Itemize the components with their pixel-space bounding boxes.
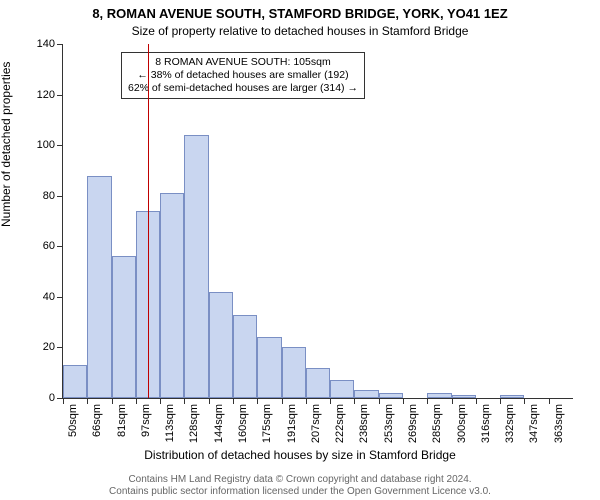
x-tick — [354, 398, 355, 404]
histogram-bar — [257, 337, 281, 398]
y-axis-label: Number of detached properties — [0, 62, 13, 227]
x-tick-label: 50sqm — [67, 404, 79, 437]
y-tick-label: 140 — [37, 38, 55, 50]
x-tick — [330, 398, 331, 404]
x-tick — [112, 398, 113, 404]
x-tick-label: 144sqm — [213, 404, 225, 443]
x-tick-label: 175sqm — [261, 404, 273, 443]
y-tick — [57, 44, 63, 45]
x-tick — [209, 398, 210, 404]
x-tick — [63, 398, 64, 404]
y-tick — [57, 297, 63, 298]
y-tick-label: 20 — [43, 341, 55, 353]
x-tick — [184, 398, 185, 404]
histogram-bar — [160, 193, 184, 398]
x-tick — [549, 398, 550, 404]
y-tick — [57, 145, 63, 146]
x-tick — [379, 398, 380, 404]
histogram-bar — [427, 393, 451, 398]
histogram-bar — [112, 256, 136, 398]
annotation-box: 8 ROMAN AVENUE SOUTH: 105sqm ← 38% of de… — [121, 52, 365, 99]
x-tick — [476, 398, 477, 404]
x-tick-label: 160sqm — [237, 404, 249, 443]
x-tick-label: 207sqm — [310, 404, 322, 443]
x-tick-label: 222sqm — [334, 404, 346, 443]
x-tick-label: 316sqm — [480, 404, 492, 443]
x-tick-label: 66sqm — [91, 404, 103, 437]
histogram-bar — [379, 393, 403, 398]
x-tick — [160, 398, 161, 404]
x-tick — [257, 398, 258, 404]
x-tick — [403, 398, 404, 404]
y-tick — [57, 246, 63, 247]
histogram-bar — [330, 380, 354, 398]
y-tick-label: 40 — [43, 291, 55, 303]
y-tick-label: 100 — [37, 139, 55, 151]
y-tick-label: 80 — [43, 190, 55, 202]
histogram-bar — [184, 135, 208, 398]
title-subtitle: Size of property relative to detached ho… — [0, 24, 600, 38]
x-tick-label: 332sqm — [504, 404, 516, 443]
histogram-bar — [452, 395, 476, 398]
histogram-bar — [354, 390, 378, 398]
x-tick — [452, 398, 453, 404]
y-tick-label: 120 — [37, 89, 55, 101]
x-tick-label: 269sqm — [407, 404, 419, 443]
x-tick-label: 81sqm — [116, 404, 128, 437]
annotation-line1: 8 ROMAN AVENUE SOUTH: 105sqm — [128, 56, 358, 69]
x-tick-label: 97sqm — [140, 404, 152, 437]
footer-attribution: Contains HM Land Registry data © Crown c… — [0, 474, 600, 498]
x-tick-label: 300sqm — [456, 404, 468, 443]
histogram-bar — [209, 292, 233, 398]
histogram-bar — [282, 347, 306, 398]
footer-line1: Contains HM Land Registry data © Crown c… — [0, 474, 600, 486]
histogram-bar — [233, 315, 257, 398]
annotation-line3: 62% of semi-detached houses are larger (… — [128, 82, 358, 95]
x-tick — [524, 398, 525, 404]
x-tick-label: 238sqm — [358, 404, 370, 443]
histogram-bar — [63, 365, 87, 398]
histogram-bar — [87, 176, 111, 399]
footer-line2: Contains public sector information licen… — [0, 486, 600, 498]
x-tick-label: 253sqm — [383, 404, 395, 443]
x-tick — [306, 398, 307, 404]
x-tick-label: 113sqm — [164, 404, 176, 442]
y-tick-label: 0 — [49, 392, 55, 404]
x-tick — [136, 398, 137, 404]
x-tick-label: 191sqm — [286, 404, 298, 443]
histogram-bar — [306, 368, 330, 398]
marker-line — [148, 44, 149, 398]
y-tick — [57, 196, 63, 197]
x-tick-label: 128sqm — [188, 404, 200, 443]
x-tick-label: 363sqm — [553, 404, 565, 443]
x-tick-label: 347sqm — [528, 404, 540, 443]
x-tick — [233, 398, 234, 404]
x-axis-label: Distribution of detached houses by size … — [0, 448, 600, 462]
y-tick — [57, 347, 63, 348]
x-tick — [87, 398, 88, 404]
histogram-chart: 8 ROMAN AVENUE SOUTH: 105sqm ← 38% of de… — [62, 44, 573, 399]
annotation-line2: ← 38% of detached houses are smaller (19… — [128, 69, 358, 82]
x-tick — [282, 398, 283, 404]
y-tick — [57, 95, 63, 96]
histogram-bar — [500, 395, 524, 398]
y-tick-label: 60 — [43, 240, 55, 252]
x-tick — [427, 398, 428, 404]
x-tick — [500, 398, 501, 404]
x-tick-label: 285sqm — [431, 404, 443, 443]
title-address: 8, ROMAN AVENUE SOUTH, STAMFORD BRIDGE, … — [0, 6, 600, 21]
